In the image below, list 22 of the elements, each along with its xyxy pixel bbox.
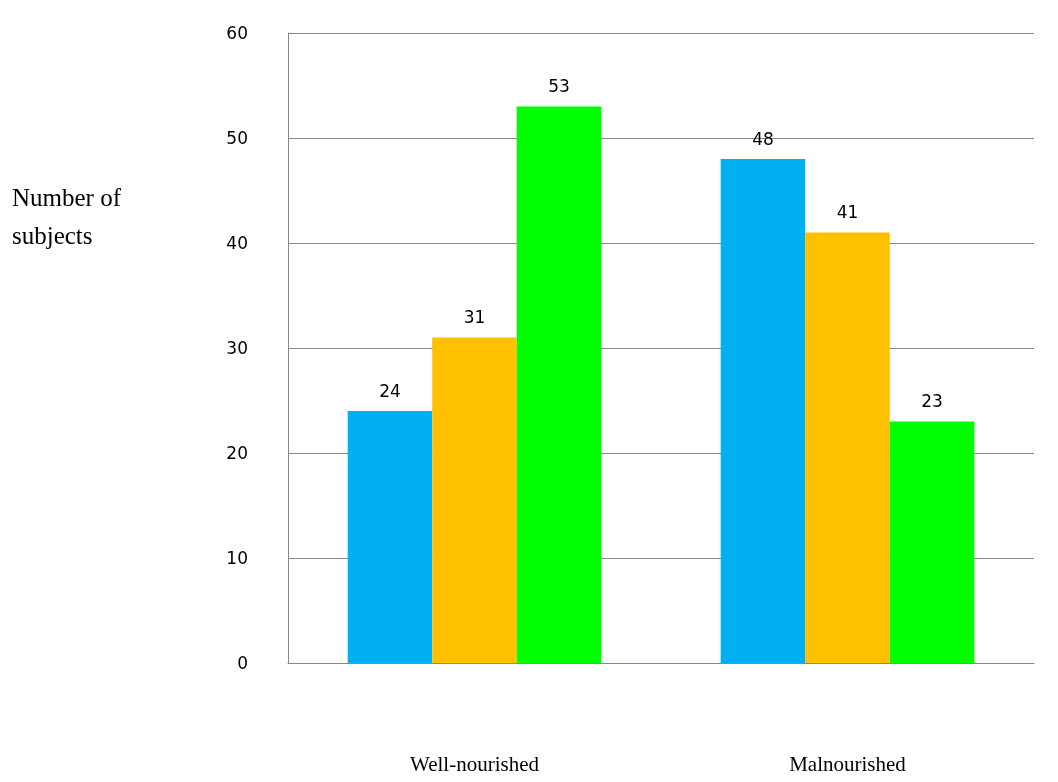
data-label: 48 [752,128,774,149]
bar [720,159,806,663]
data-label: 53 [548,76,570,96]
bar [347,411,433,663]
y-tick-label: 50 [226,128,248,148]
y-tick-label: 20 [226,443,248,463]
data-label: 31 [463,307,486,327]
bar [432,337,517,663]
y-tick-label: 30 [226,338,248,358]
y-tick-label: 0 [237,653,248,673]
x-tick-label: Malnourished [789,751,907,776]
y-axis-title: Number of subjects [12,183,128,249]
y-tick-label: 10 [226,548,248,568]
y-tick-label: 40 [226,233,248,253]
bar [516,106,602,663]
y-tick-label: 60 [226,23,248,43]
data-label: 23 [921,391,943,411]
bar [889,421,975,663]
x-tick-label: Well-nourished [410,751,540,776]
bar [805,232,890,663]
data-label: 41 [836,202,859,222]
data-label: 24 [379,380,401,401]
